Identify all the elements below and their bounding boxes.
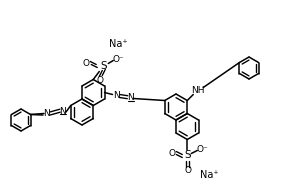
Text: N: N	[60, 107, 66, 116]
Text: Na⁺: Na⁺	[200, 171, 219, 180]
Text: S: S	[184, 151, 191, 160]
Text: S: S	[100, 61, 106, 70]
Text: N: N	[113, 91, 120, 100]
Text: Na⁺: Na⁺	[109, 39, 128, 48]
Text: NH: NH	[191, 86, 205, 95]
Text: O: O	[169, 149, 176, 158]
Text: O: O	[185, 166, 192, 175]
Text: O⁻: O⁻	[196, 145, 208, 154]
Text: N: N	[127, 93, 134, 102]
Text: O: O	[83, 59, 90, 68]
Text: O⁻: O⁻	[112, 55, 124, 64]
Text: N: N	[44, 108, 50, 117]
Text: O: O	[97, 76, 104, 85]
